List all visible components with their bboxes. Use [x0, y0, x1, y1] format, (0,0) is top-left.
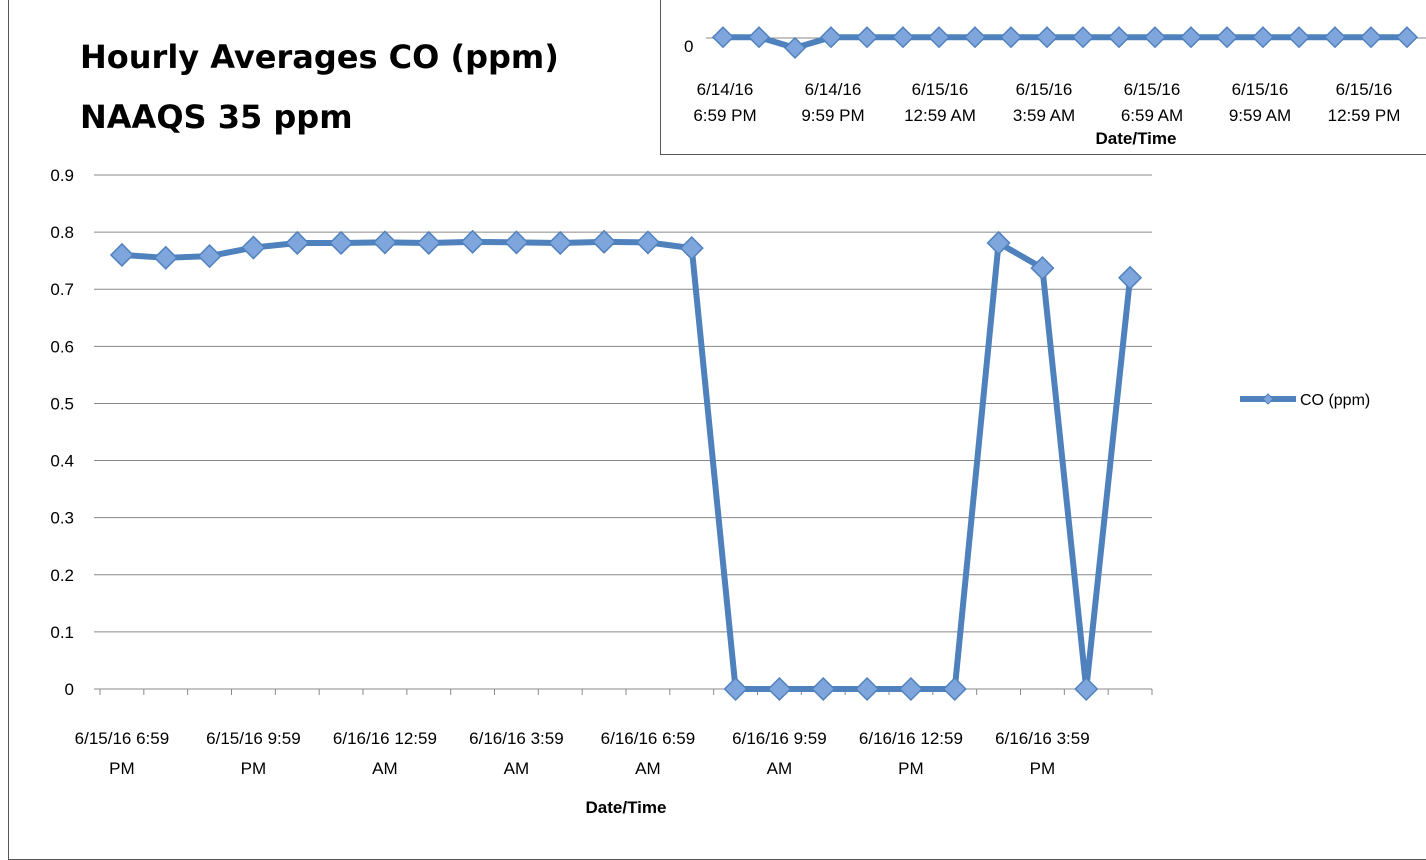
data-point — [504, 230, 529, 255]
inset-x-tick-label: 6/14/16 — [805, 80, 862, 99]
y-tick-label: 0.2 — [50, 566, 74, 585]
data-point — [372, 230, 397, 255]
data-point — [109, 242, 134, 268]
inset-x-tick-label: 6/15/16 — [912, 80, 969, 99]
inset-x-tick-label: 6/15/16 — [1124, 80, 1181, 99]
data-point — [153, 245, 178, 270]
x-tick-label: PM — [241, 759, 267, 778]
y-tick-label: 0.3 — [50, 509, 74, 528]
inset-data-point — [927, 26, 951, 49]
data-point — [1074, 676, 1099, 702]
inset-x-tick-label: 6:59 AM — [1121, 106, 1183, 125]
y-tick-label: 0.1 — [50, 623, 74, 642]
data-point — [416, 230, 441, 256]
inset-chart-frame — [660, 0, 1426, 155]
data-point — [241, 235, 266, 260]
inset-chart: 0 6/14/16 6:59 PM 6/14/16 9:59 PM 6/15/16 12:5… — [684, 26, 1426, 148]
x-tick-label: PM — [898, 759, 924, 778]
inset-y-tick-label: 0 — [684, 37, 693, 56]
data-point — [197, 244, 222, 269]
data-point — [285, 230, 310, 256]
y-tick-label: 0 — [65, 680, 74, 699]
inset-x-tick-label: 3:59 AM — [1013, 106, 1075, 125]
x-tick-label: 6/15/16 9:59 — [206, 729, 301, 748]
inset-data-point — [855, 26, 879, 49]
x-tick-label: PM — [109, 759, 135, 778]
inset-data-point — [1395, 26, 1419, 49]
inset-data-point — [1107, 26, 1131, 49]
legend-marker-swatch — [1262, 393, 1274, 405]
legend-label: CO (ppm) — [1300, 392, 1370, 409]
data-point — [898, 676, 923, 702]
x-tick-label: AM — [504, 759, 530, 778]
inset-data-point — [783, 36, 807, 59]
data-point — [986, 230, 1011, 256]
data-point — [1118, 265, 1143, 290]
inset-x-tick-label: 6/15/16 — [1336, 80, 1393, 99]
data-point — [548, 230, 573, 256]
inset-x-tick-label: 9:59 PM — [801, 106, 864, 125]
y-tick-label: 0.9 — [50, 166, 74, 185]
inset-data-point — [999, 26, 1023, 49]
data-point — [679, 236, 704, 261]
data-point — [811, 676, 836, 702]
chart-title-line-2: NAAQS 35 ppm — [80, 98, 353, 136]
x-tick-label: AM — [372, 759, 398, 778]
inset-data-point — [1143, 26, 1167, 49]
x-tick-label: 6/16/16 3:59 — [469, 729, 564, 748]
data-point — [767, 676, 792, 702]
x-tick-label: 6/15/16 6:59 — [75, 729, 170, 748]
inset-x-axis-title: Date/Time — [1096, 129, 1177, 148]
inset-data-point — [1035, 26, 1059, 49]
inset-x-tick-label: 6/15/16 — [1016, 80, 1073, 99]
inset-data-point — [891, 26, 915, 49]
inset-x-tick-label: 12:59 PM — [1328, 106, 1401, 125]
inset-data-point — [747, 26, 771, 49]
inset-data-point — [711, 26, 735, 49]
data-point — [723, 676, 748, 702]
inset-data-point — [1287, 26, 1311, 49]
x-tick-label: AM — [767, 759, 793, 778]
data-point — [855, 676, 880, 702]
inset-x-tick-label: 6/15/16 — [1232, 80, 1289, 99]
inset-data-point — [1251, 26, 1275, 49]
x-tick-label: AM — [635, 759, 661, 778]
x-tick-label: 6/16/16 9:59 — [732, 729, 827, 748]
inset-data-point — [1071, 26, 1095, 49]
y-tick-label: 0.7 — [50, 280, 74, 299]
inset-data-point — [963, 26, 987, 49]
x-tick-label: 6/16/16 12:59 — [333, 729, 437, 748]
inset-data-point — [1323, 26, 1347, 49]
inset-data-point — [1215, 26, 1239, 49]
data-point — [592, 229, 617, 254]
inset-x-tick-label: 6/14/16 — [697, 80, 754, 99]
x-tick-label: 6/16/16 6:59 — [601, 729, 696, 748]
y-tick-label: 0.8 — [50, 223, 74, 242]
y-tick-label: 0.5 — [50, 394, 74, 413]
y-tick-label: 0.4 — [50, 452, 74, 471]
data-point — [329, 230, 354, 256]
data-point — [942, 676, 967, 702]
inset-x-tick-label: 9:59 AM — [1229, 106, 1291, 125]
inset-data-point — [1359, 26, 1383, 49]
data-point — [1030, 256, 1055, 281]
inset-x-tick-label: 6:59 PM — [693, 106, 756, 125]
inset-x-tick-label: 12:59 AM — [904, 106, 976, 125]
inset-data-point — [1179, 26, 1203, 49]
x-tick-label: PM — [1030, 759, 1056, 778]
inset-data-point — [819, 26, 843, 49]
data-point — [460, 229, 485, 254]
y-tick-label: 0.6 — [50, 337, 74, 356]
x-tick-label: 6/16/16 3:59 — [995, 729, 1090, 748]
data-point — [635, 230, 660, 255]
x-tick-label: 6/16/16 12:59 — [859, 729, 963, 748]
x-axis-title: Date/Time — [586, 798, 667, 817]
co-series-line — [121, 238, 1134, 692]
chart-title-line-1: Hourly Averages CO (ppm) — [80, 38, 559, 76]
